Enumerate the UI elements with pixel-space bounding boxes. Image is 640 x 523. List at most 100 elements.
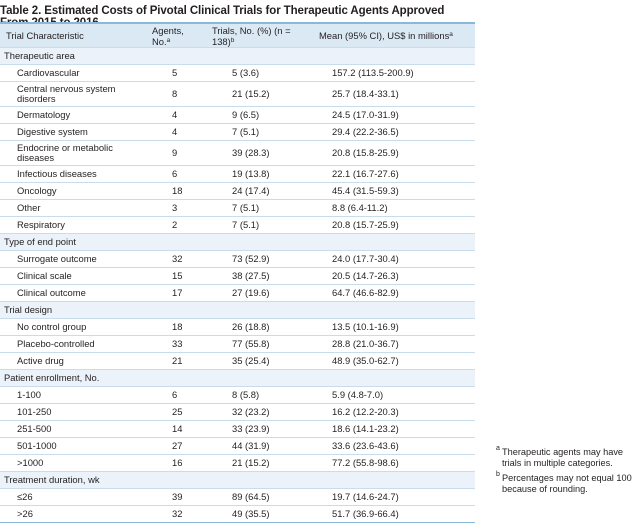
table-row: Central nervous system disorders 8 21 (15.… xyxy=(0,81,475,107)
row-label: Oncology xyxy=(0,182,146,200)
table-row: Endocrine or metabolic diseases 9 39 (28.3… xyxy=(0,140,475,166)
mean-cost-cell: 45.4 (31.5-59.3) xyxy=(311,182,475,200)
agents-cell: 3 xyxy=(146,199,204,217)
row-label: Active drug xyxy=(0,352,146,370)
table-row: 101-250 25 32 (23.2) 16.2 (12.2-20.3) xyxy=(0,403,475,421)
row-label: Infectious diseases xyxy=(0,165,146,183)
footnote-text: Therapeutic agents may have trials in mu… xyxy=(502,447,624,468)
table-row: Clinical scale 15 38 (27.5) 20.5 (14.7-26.3… xyxy=(0,267,475,285)
trials-cell: 7 (5.1) xyxy=(204,199,311,217)
agents-cell: 2 xyxy=(146,216,204,234)
trials-cell: 44 (31.9) xyxy=(204,437,311,455)
agents-cell: 14 xyxy=(146,420,204,438)
section-label: Trial design xyxy=(0,301,475,319)
mean-cost-cell: 157.2 (113.5-200.9) xyxy=(311,64,475,82)
row-label: Respiratory xyxy=(0,216,146,234)
table-body: Therapeutic area Cardiovascular 5 5 (3.6) 15… xyxy=(0,47,475,523)
section-label: Treatment duration, wk xyxy=(0,471,475,489)
row-label: Dermatology xyxy=(0,106,146,124)
table-row: >26 32 49 (35.5) 51.7 (36.9-66.4) xyxy=(0,505,475,523)
section-row: Type of end point xyxy=(0,233,475,251)
trials-cell: 9 (6.5) xyxy=(204,106,311,124)
table-header-row: Trial Characteristic Agents, No.a Trials… xyxy=(0,24,475,48)
row-label: Central nervous system disorders xyxy=(0,81,146,107)
table-row: Active drug 21 35 (25.4) 48.9 (35.0-62.7) xyxy=(0,352,475,370)
trials-cell: 5 (3.6) xyxy=(204,64,311,82)
agents-cell: 4 xyxy=(146,123,204,141)
row-label: ≤26 xyxy=(0,488,146,506)
mean-cost-cell: 13.5 (10.1-16.9) xyxy=(311,318,475,336)
row-label: Other xyxy=(0,199,146,217)
section-label: Patient enrollment, No. xyxy=(0,369,475,387)
agents-cell: 6 xyxy=(146,165,204,183)
table-row: Infectious diseases 6 19 (13.8) 22.1 (16.7-… xyxy=(0,165,475,183)
row-label: No control group xyxy=(0,318,146,336)
agents-cell: 9 xyxy=(146,140,204,166)
row-label: 251-500 xyxy=(0,420,146,438)
mean-cost-cell: 33.6 (23.6-43.6) xyxy=(311,437,475,455)
trials-cell: 77 (55.8) xyxy=(204,335,311,353)
mean-cost-cell: 28.8 (21.0-36.7) xyxy=(311,335,475,353)
row-label: 1-100 xyxy=(0,386,146,404)
table-row: 501-1000 27 44 (31.9) 33.6 (23.6-43.6) xyxy=(0,437,475,455)
row-label: >26 xyxy=(0,505,146,523)
trials-cell: 7 (5.1) xyxy=(204,216,311,234)
agents-cell: 18 xyxy=(146,318,204,336)
section-label: Type of end point xyxy=(0,233,475,251)
table-row: Surrogate outcome 32 73 (52.9) 24.0 (17.7-3… xyxy=(0,250,475,268)
agents-cell: 8 xyxy=(146,81,204,107)
trials-cell: 38 (27.5) xyxy=(204,267,311,285)
row-label: Clinical outcome xyxy=(0,284,146,302)
agents-cell: 15 xyxy=(146,267,204,285)
agents-cell: 5 xyxy=(146,64,204,82)
agents-cell: 32 xyxy=(146,505,204,523)
table-row: No control group 18 26 (18.8) 13.5 (10.1-16… xyxy=(0,318,475,336)
title-rule xyxy=(0,22,475,24)
mean-cost-cell: 24.5 (17.0-31.9) xyxy=(311,106,475,124)
mean-cost-cell: 29.4 (22.2-36.5) xyxy=(311,123,475,141)
trials-cell: 21 (15.2) xyxy=(204,81,311,107)
table-row: Respiratory 2 7 (5.1) 20.8 (15.7-25.9) xyxy=(0,216,475,234)
table-row: Dermatology 4 9 (6.5) 24.5 (17.0-31.9) xyxy=(0,106,475,124)
column-header: Mean (95% CI), US$ in millionsa xyxy=(311,24,475,48)
trials-cell: 27 (19.6) xyxy=(204,284,311,302)
trials-cell: 19 (13.8) xyxy=(204,165,311,183)
trials-cell: 32 (23.2) xyxy=(204,403,311,421)
trials-cell: 39 (28.3) xyxy=(204,140,311,166)
row-label: Placebo-controlled xyxy=(0,335,146,353)
mean-cost-cell: 5.9 (4.8-7.0) xyxy=(311,386,475,404)
row-label: 501-1000 xyxy=(0,437,146,455)
table-row: 251-500 14 33 (23.9) 18.6 (14.1-23.2) xyxy=(0,420,475,438)
mean-cost-cell: 22.1 (16.7-27.6) xyxy=(311,165,475,183)
table-row: Cardiovascular 5 5 (3.6) 157.2 (113.5-200.9… xyxy=(0,64,475,82)
section-row: Patient enrollment, No. xyxy=(0,369,475,387)
mean-cost-cell: 18.6 (14.1-23.2) xyxy=(311,420,475,438)
agents-cell: 4 xyxy=(146,106,204,124)
agents-cell: 6 xyxy=(146,386,204,404)
row-label: Cardiovascular xyxy=(0,64,146,82)
agents-cell: 16 xyxy=(146,454,204,472)
footnote-text: Percentages may not equal 100 because of… xyxy=(502,473,632,494)
table-row: Clinical outcome 17 27 (19.6) 64.7 (46.6-82… xyxy=(0,284,475,302)
mean-cost-cell: 20.8 (15.7-25.9) xyxy=(311,216,475,234)
mean-cost-cell: 24.0 (17.7-30.4) xyxy=(311,250,475,268)
table-row: >1000 16 21 (15.2) 77.2 (55.8-98.6) xyxy=(0,454,475,472)
section-row: Therapeutic area xyxy=(0,47,475,65)
mean-cost-cell: 16.2 (12.2-20.3) xyxy=(311,403,475,421)
trials-cell: 26 (18.8) xyxy=(204,318,311,336)
mean-cost-cell: 20.5 (14.7-26.3) xyxy=(311,267,475,285)
agents-cell: 27 xyxy=(146,437,204,455)
agents-cell: 25 xyxy=(146,403,204,421)
mean-cost-cell: 77.2 (55.8-98.6) xyxy=(311,454,475,472)
table-row: 1-100 6 8 (5.8) 5.9 (4.8-7.0) xyxy=(0,386,475,404)
table-row: ≤26 39 89 (64.5) 19.7 (14.6-24.7) xyxy=(0,488,475,506)
table-row: Placebo-controlled 33 77 (55.8) 28.8 (21.0-… xyxy=(0,335,475,353)
agents-cell: 33 xyxy=(146,335,204,353)
trials-cell: 7 (5.1) xyxy=(204,123,311,141)
row-label: 101-250 xyxy=(0,403,146,421)
mean-cost-cell: 51.7 (36.9-66.4) xyxy=(311,505,475,523)
column-header: Trials, No. (%) (n = 138)b xyxy=(204,24,311,48)
cost-table: Trial Characteristic Agents, No.a Trials… xyxy=(0,24,475,523)
row-label: Surrogate outcome xyxy=(0,250,146,268)
row-label: Digestive system xyxy=(0,123,146,141)
